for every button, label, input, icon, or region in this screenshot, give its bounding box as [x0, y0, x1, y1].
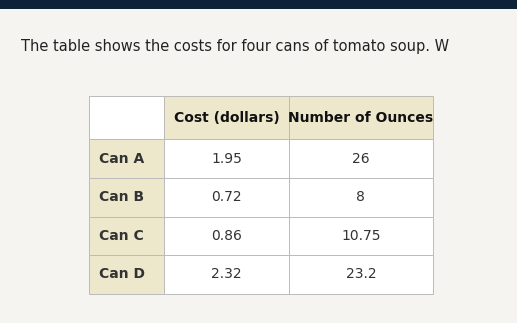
Bar — [164, 217, 288, 255]
Text: Can B: Can B — [99, 190, 144, 204]
Text: 10.75: 10.75 — [341, 229, 381, 243]
Bar — [89, 140, 164, 178]
Bar — [164, 96, 288, 140]
Bar — [288, 96, 433, 140]
Bar — [164, 255, 288, 294]
Bar — [89, 255, 164, 294]
Bar — [288, 217, 433, 255]
Text: 1.95: 1.95 — [211, 152, 242, 166]
Bar — [164, 140, 288, 178]
Text: 8: 8 — [356, 190, 366, 204]
Text: Cost (dollars): Cost (dollars) — [174, 111, 279, 125]
Text: 23.2: 23.2 — [345, 267, 376, 281]
Bar — [89, 96, 164, 140]
Text: Number of Ounces: Number of Ounces — [288, 111, 433, 125]
Bar — [89, 178, 164, 217]
Text: 2.32: 2.32 — [211, 267, 242, 281]
Bar — [164, 178, 288, 217]
Bar — [89, 217, 164, 255]
Bar — [288, 140, 433, 178]
Bar — [288, 178, 433, 217]
Text: Can C: Can C — [99, 229, 143, 243]
Text: Can A: Can A — [99, 152, 144, 166]
Text: 26: 26 — [352, 152, 370, 166]
Text: Can D: Can D — [99, 267, 145, 281]
Text: 0.72: 0.72 — [211, 190, 242, 204]
Text: The table shows the costs for four cans of tomato soup. W: The table shows the costs for four cans … — [21, 39, 449, 54]
Text: 0.86: 0.86 — [211, 229, 242, 243]
Bar — [288, 255, 433, 294]
